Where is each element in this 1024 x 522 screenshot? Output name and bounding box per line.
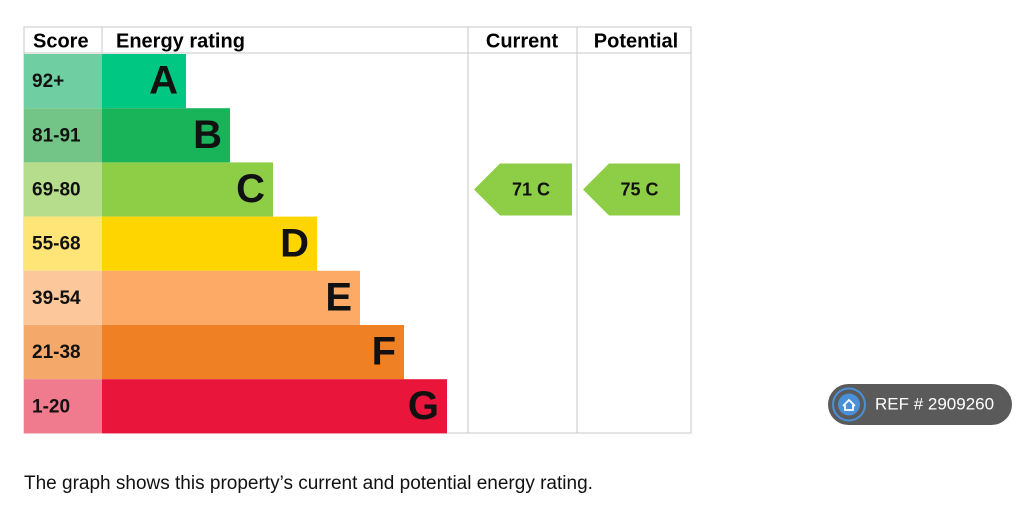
score-label: 39-54 bbox=[32, 288, 81, 309]
header-potential: Potential bbox=[594, 30, 678, 52]
potential-arrow bbox=[583, 163, 680, 216]
ref-icon-ring bbox=[832, 387, 866, 422]
current-label: 71 C bbox=[512, 179, 550, 199]
rating-bar bbox=[102, 379, 447, 434]
score-cell bbox=[24, 162, 102, 217]
score-cell bbox=[24, 54, 102, 109]
rating-letter: G bbox=[408, 384, 439, 428]
potential-label: 75 C bbox=[620, 179, 658, 199]
score-cell bbox=[24, 216, 102, 271]
rating-bar bbox=[102, 108, 230, 163]
caption: The graph shows this property’s current … bbox=[24, 473, 593, 494]
header-rating: Energy rating bbox=[116, 30, 245, 52]
score-label: 1-20 bbox=[32, 396, 70, 417]
rating-bar bbox=[102, 325, 404, 380]
rating-letter: F bbox=[372, 330, 396, 374]
rating-letter: B bbox=[193, 113, 222, 157]
ref-icon-house bbox=[842, 398, 856, 411]
rating-bar bbox=[102, 162, 273, 217]
header-score: Score bbox=[33, 30, 89, 52]
ref-icon bbox=[838, 393, 860, 416]
rating-letter: C bbox=[236, 167, 265, 211]
rating-bar bbox=[102, 216, 317, 271]
score-label: 55-68 bbox=[32, 234, 81, 255]
rating-bar bbox=[102, 54, 186, 109]
ref-badge bbox=[828, 384, 1012, 425]
header-current: Current bbox=[486, 30, 559, 52]
rating-letter: E bbox=[325, 275, 352, 319]
current-arrow bbox=[474, 163, 572, 216]
rating-letter: A bbox=[149, 59, 178, 103]
rating-letter: D bbox=[280, 221, 309, 265]
rating-bar bbox=[102, 270, 360, 325]
score-cell bbox=[24, 325, 102, 380]
score-cell bbox=[24, 379, 102, 434]
score-label: 21-38 bbox=[32, 342, 81, 363]
score-label: 81-91 bbox=[32, 125, 81, 146]
score-cell bbox=[24, 270, 102, 325]
score-label: 92+ bbox=[32, 71, 64, 92]
score-label: 69-80 bbox=[32, 180, 81, 201]
score-cell bbox=[24, 108, 102, 163]
ref-text: REF # 2909260 bbox=[875, 394, 994, 413]
